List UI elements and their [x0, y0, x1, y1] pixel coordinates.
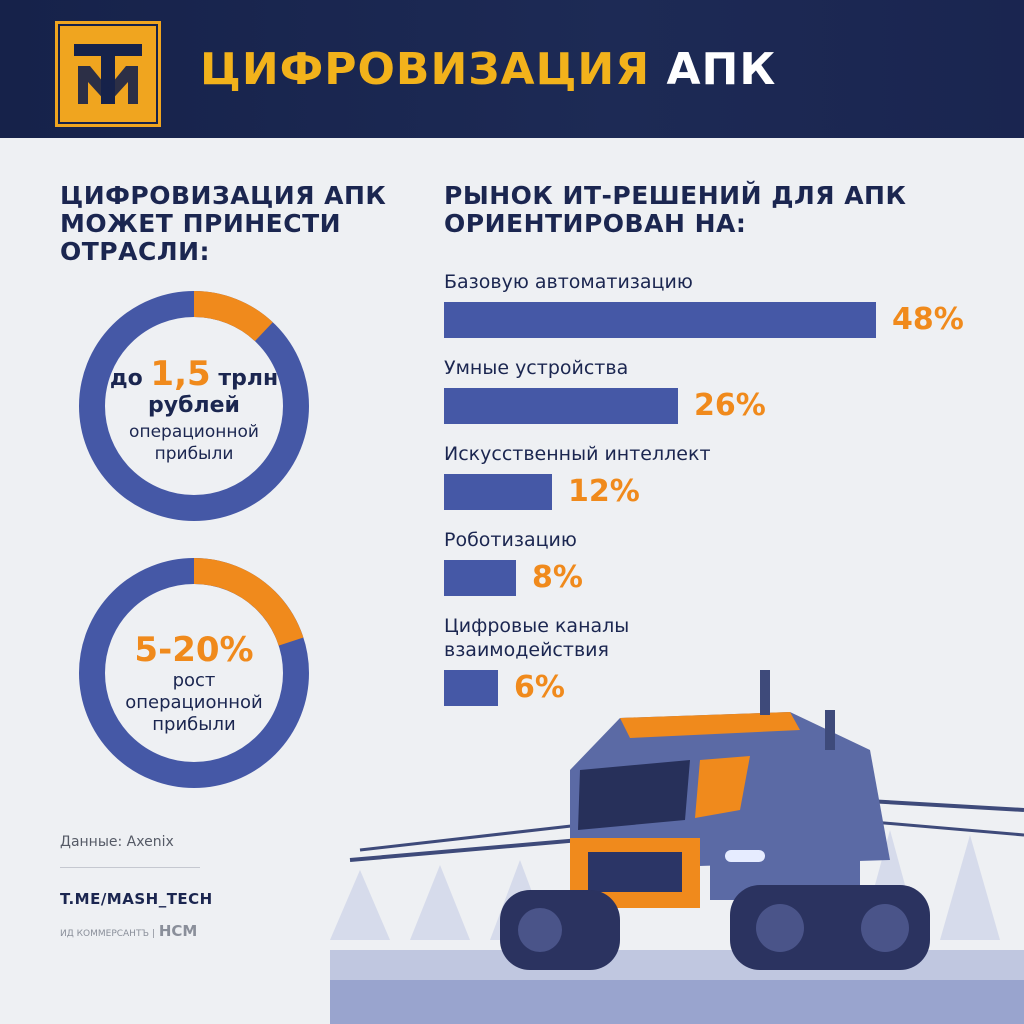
bar-value-label: 8%	[532, 560, 583, 595]
bar-value-label: 26%	[694, 388, 766, 423]
donut-operating-profit	[79, 291, 309, 521]
bar-category-label: Цифровые каналы взаимодействия	[444, 615, 630, 661]
bar-value-label: 48%	[892, 302, 964, 337]
bar	[444, 560, 516, 596]
bar-category-label: Базовую автоматизацию	[444, 271, 693, 293]
donut-highlight-arc	[79, 558, 309, 788]
page-title: ЦИФРОВИЗАЦИЯ АПК	[200, 44, 777, 95]
divider	[60, 867, 200, 868]
donut2-label: 5-20% рост операционной прибыли	[125, 630, 263, 735]
bar	[444, 302, 876, 338]
header-banner: ЦИФРОВИЗАЦИЯ АПК	[0, 0, 1024, 138]
bar	[444, 670, 498, 706]
sprayer-tractor-illustration	[330, 670, 1024, 1024]
donut-highlight-arc	[79, 291, 309, 521]
credits: ИД КОММЕРСАНТЪ | HCM	[60, 922, 198, 940]
source-note: Данные: Axenix	[60, 834, 174, 850]
tm-logo-icon	[58, 24, 158, 124]
bar-category-label: Искусственный интеллект	[444, 443, 711, 465]
bar	[444, 474, 552, 510]
bar-category-label: Умные устройства	[444, 357, 629, 379]
bar-category-label: Роботизацию	[444, 529, 577, 551]
donut1-label: до 1,5 трлн рублей операционной прибыли	[109, 354, 279, 464]
bar	[444, 388, 678, 424]
donut-profit-growth	[79, 558, 309, 788]
chart-title: РЫНОК ИТ-РЕШЕНИЙ ДЛЯ АПК ОРИЕНТИРОВАН НА…	[444, 181, 907, 238]
bar-value-label: 6%	[514, 670, 565, 705]
left-heading: ЦИФРОВИЗАЦИЯ АПК МОЖЕТ ПРИНЕСТИ ОТРАСЛИ:	[60, 181, 387, 266]
channel-link: T.ME/MASH_TECH	[60, 890, 213, 908]
bar-value-label: 12%	[568, 474, 640, 509]
